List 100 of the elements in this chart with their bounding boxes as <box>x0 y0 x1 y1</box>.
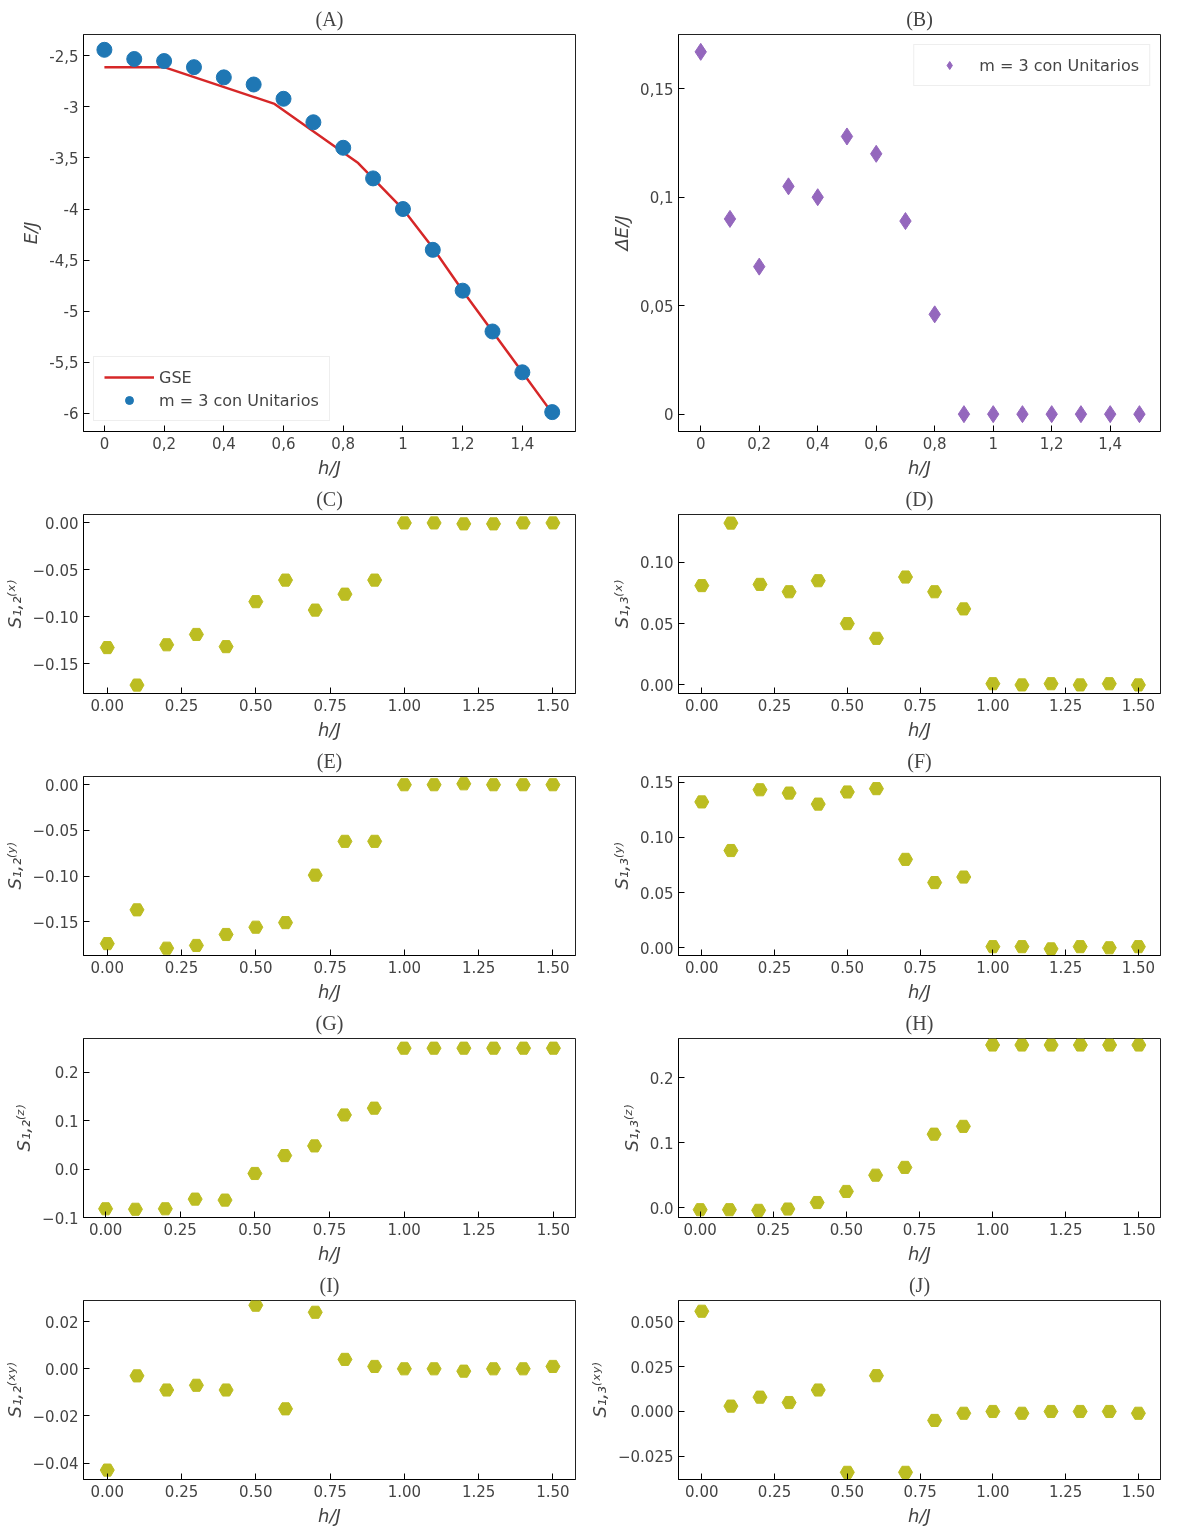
y-axis-title: ΔE/J <box>611 215 633 253</box>
x-tick-label: 0.00 <box>685 958 719 977</box>
x-tick-label: 0.00 <box>685 696 719 715</box>
x-axis-title: h/J <box>318 718 341 740</box>
y-tick-label: -4 <box>63 201 79 220</box>
x-tick-label: 1.25 <box>461 1482 496 1501</box>
y-axis-title: S₁,₃⁽ʸ⁾ <box>611 842 633 890</box>
x-tick-label: 0.75 <box>902 1220 937 1239</box>
y-tick-label: 0.1 <box>649 1134 674 1153</box>
y-tick-label: 0.0 <box>54 1161 79 1180</box>
x-tick-label: 1.25 <box>461 696 496 715</box>
x-tick-label: 1,2 <box>450 434 475 453</box>
x-tick-label: 1.00 <box>975 1220 1010 1239</box>
x-tick-label: 0.00 <box>90 696 124 715</box>
legend-label: GSE <box>159 367 192 387</box>
x-tick-label: 0.50 <box>830 1482 865 1501</box>
y-tick-label: 0.05 <box>640 615 674 634</box>
y-tick-label: −0.10 <box>32 608 79 627</box>
x-axis-title: h/J <box>318 1504 341 1526</box>
x-tick-label: 0.50 <box>830 958 865 977</box>
x-tick-label: 0,2 <box>747 434 772 453</box>
y-tick-label: 0.10 <box>640 829 674 848</box>
y-tick-label: −0.15 <box>32 655 79 674</box>
x-tick-label: 1.50 <box>536 958 570 977</box>
x-tick-label: 1.50 <box>536 1482 570 1501</box>
y-tick-label: -6 <box>63 405 79 424</box>
x-tick-label: 0,8 <box>331 434 356 453</box>
x-axis-title: h/J <box>318 980 341 1002</box>
x-tick-label: 0.50 <box>238 1220 272 1239</box>
y-tick-label: −0.15 <box>32 913 79 932</box>
y-axis-title: S₁,₂⁽ˣ⁾ <box>3 579 25 629</box>
y-tick-label: -3 <box>63 98 79 117</box>
x-tick-label: 0,6 <box>864 434 889 453</box>
y-tick-label: -4,5 <box>49 252 79 271</box>
y-tick-label: -5 <box>63 303 79 322</box>
x-tick-label: 0.25 <box>757 958 792 977</box>
y-tick-label: −0.1 <box>42 1209 79 1228</box>
x-axis-title: h/J <box>908 1242 931 1264</box>
x-tick-label: 0.50 <box>239 958 273 977</box>
x-tick-label: 1.50 <box>536 1220 571 1239</box>
x-tick-label: 1.50 <box>536 696 570 715</box>
x-tick-label: 0.75 <box>903 696 937 715</box>
x-tick-label: 1.25 <box>462 1220 496 1239</box>
y-axis-title: S₁,₂⁽ᶻ⁾ <box>13 1104 35 1152</box>
x-tick-label: 0.00 <box>88 1220 123 1239</box>
y-tick-label: 0.15 <box>640 774 674 793</box>
legend-label: m = 3 con Unitarios <box>159 390 319 410</box>
x-tick-label: 1.50 <box>1121 696 1156 715</box>
x-tick-label: 0.75 <box>313 1482 347 1501</box>
y-tick-label: 0.05 <box>640 884 674 903</box>
x-tick-label: 0,6 <box>271 434 296 453</box>
x-tick-label: 0.75 <box>313 958 347 977</box>
x-tick-label: 0.75 <box>903 1482 937 1501</box>
x-tick-label: 0.75 <box>313 696 347 715</box>
y-tick-label: 0.2 <box>649 1069 674 1088</box>
x-tick-label: 1.50 <box>1121 958 1156 977</box>
chart-title: (H) <box>905 1011 934 1035</box>
chart-title: (I) <box>319 1273 340 1297</box>
x-tick-label: 1.00 <box>387 696 422 715</box>
x-tick-label: 1.25 <box>1048 958 1083 977</box>
x-tick-label: 0.00 <box>90 1482 124 1501</box>
x-tick-label: 1 <box>988 434 998 453</box>
y-tick-label: 0.10 <box>640 554 674 573</box>
x-tick-label: 1.25 <box>1048 1482 1083 1501</box>
y-tick-label: 0.00 <box>640 939 674 958</box>
y-tick-label: 0.0 <box>649 1199 674 1218</box>
x-tick-label: 0.00 <box>685 1482 719 1501</box>
x-tick-label: 1,2 <box>1039 434 1064 453</box>
y-tick-label: −0.025 <box>617 1448 674 1467</box>
y-tick-label: 0,15 <box>640 80 674 99</box>
x-tick-label: 1.50 <box>1122 1220 1156 1239</box>
x-tick-label: 0.50 <box>239 1482 273 1501</box>
y-tick-label: 0.00 <box>45 514 79 533</box>
y-tick-label: −0.05 <box>32 561 79 580</box>
x-tick-label: 0,2 <box>152 434 177 453</box>
x-tick-label: 0.25 <box>757 696 792 715</box>
y-axis-title: S₁,₃⁽ˣ⁾ <box>611 579 633 629</box>
y-axis-title: S₁,₃⁽ᶻ⁾ <box>620 1104 642 1152</box>
x-tick-label: 1.25 <box>1049 1220 1083 1239</box>
y-tick-label: -2,5 <box>49 47 79 66</box>
x-tick-label: 0.50 <box>239 696 273 715</box>
y-axis-title: E/J <box>20 221 42 245</box>
y-tick-label: −0.10 <box>32 868 79 887</box>
x-tick-label: 0 <box>695 434 706 453</box>
y-tick-label: 0 <box>663 406 674 425</box>
x-tick-label: 0.50 <box>830 696 865 715</box>
x-tick-label: 1 <box>398 434 408 453</box>
x-tick-label: 0.25 <box>164 958 199 977</box>
x-tick-label: 1,4 <box>510 434 535 453</box>
y-tick-label: 0.00 <box>640 676 674 695</box>
x-axis-title: h/J <box>908 718 931 740</box>
x-tick-label: 0.25 <box>164 1482 199 1501</box>
x-tick-label: 1.00 <box>387 1482 422 1501</box>
chart-title: (B) <box>906 7 933 31</box>
y-tick-label: 0.02 <box>45 1313 79 1332</box>
chart-title: (F) <box>907 749 932 773</box>
y-tick-label: 0.00 <box>45 1360 79 1379</box>
x-tick-label: 0.50 <box>829 1220 864 1239</box>
chart-title: (C) <box>316 487 343 511</box>
legend-label: m = 3 con Unitarios <box>979 55 1139 75</box>
